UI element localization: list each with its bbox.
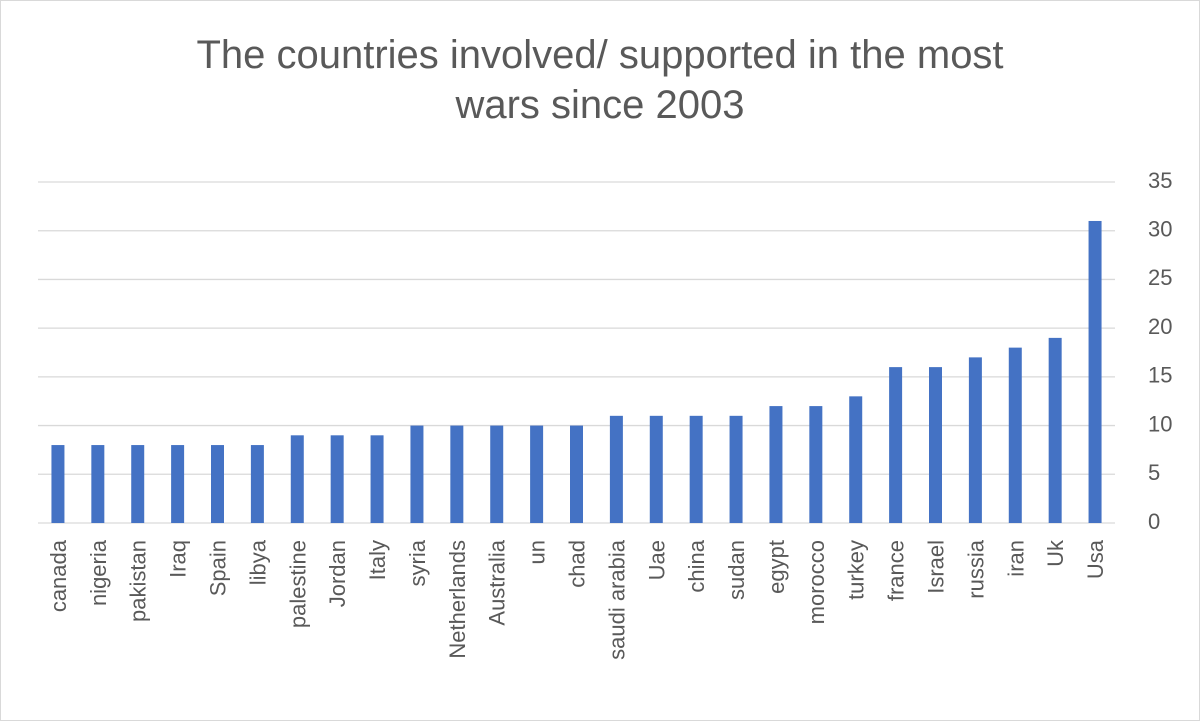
bar	[929, 367, 942, 523]
bar	[211, 445, 224, 523]
x-tick-label: nigeria	[86, 539, 111, 606]
chart-title: The countries involved/ supported in the…	[0, 30, 1200, 130]
x-tick-label: libya	[245, 539, 270, 585]
x-axis: canada nigeria pakistan Iraq Spain libya pales…	[46, 539, 1108, 660]
x-tick-label: Iraq	[166, 540, 191, 578]
x-tick-label: canada	[46, 539, 71, 612]
bar	[849, 396, 863, 523]
bar	[968, 357, 982, 523]
x-tick-label: Usa	[1083, 539, 1108, 579]
y-axis: 0 5 10 15 20 25 30 35	[1148, 168, 1172, 534]
bar	[490, 425, 504, 523]
bar	[91, 445, 105, 523]
x-tick-label: pakistan	[126, 540, 151, 622]
bar	[809, 406, 823, 523]
y-tick-label: 10	[1148, 411, 1172, 436]
x-tick-label: Jordan	[325, 540, 350, 607]
x-tick-label: Italy	[365, 540, 390, 580]
bar	[250, 445, 264, 523]
bar	[171, 445, 185, 523]
x-tick-label: Australia	[485, 539, 510, 625]
bar	[330, 435, 344, 523]
bar	[689, 415, 703, 523]
bar	[889, 367, 903, 523]
chart-title-line-1: The countries involved/ supported in the…	[196, 33, 1004, 77]
x-tick-label: palestine	[285, 540, 310, 628]
x-tick-label: france	[884, 540, 909, 601]
x-tick-label: Netherlands	[445, 540, 470, 659]
x-tick-label: Spain	[206, 540, 231, 596]
bar	[131, 445, 145, 523]
x-tick-label: iran	[1003, 540, 1028, 577]
x-tick-label: sudan	[724, 540, 749, 600]
bar	[649, 415, 663, 523]
x-tick-label: un	[525, 540, 550, 564]
y-tick-label: 0	[1148, 509, 1160, 534]
bar	[1048, 337, 1062, 523]
bar	[1008, 347, 1022, 523]
bar	[1088, 220, 1102, 523]
x-tick-label: Israel	[924, 540, 949, 594]
bar	[290, 435, 304, 523]
x-tick-label: saudi arabia	[604, 539, 629, 660]
y-tick-label: 30	[1148, 217, 1172, 242]
bar	[410, 425, 424, 523]
bar	[570, 425, 583, 523]
y-tick-label: 20	[1148, 314, 1172, 339]
x-tick-label: china	[684, 539, 709, 592]
chart-title-line-2: wars since 2003	[455, 83, 745, 127]
y-tick-label: 5	[1148, 460, 1160, 485]
bar	[370, 435, 384, 523]
x-tick-label: morocco	[804, 540, 829, 624]
x-tick-label: syria	[405, 539, 430, 586]
bar	[450, 425, 464, 523]
bar	[729, 415, 743, 523]
bars	[51, 220, 1102, 523]
y-tick-label: 35	[1148, 168, 1172, 193]
x-tick-label: Uk	[1043, 539, 1068, 567]
bar	[530, 425, 544, 523]
x-tick-label: egypt	[764, 540, 789, 594]
bar	[769, 406, 783, 523]
y-tick-label: 25	[1148, 265, 1172, 290]
x-tick-label: turkey	[844, 540, 869, 600]
bar	[51, 445, 65, 523]
x-tick-label: chad	[565, 540, 590, 588]
x-tick-label: Uae	[644, 540, 669, 580]
x-tick-label: russia	[963, 539, 988, 598]
y-tick-label: 15	[1148, 363, 1172, 388]
bar	[609, 415, 623, 523]
